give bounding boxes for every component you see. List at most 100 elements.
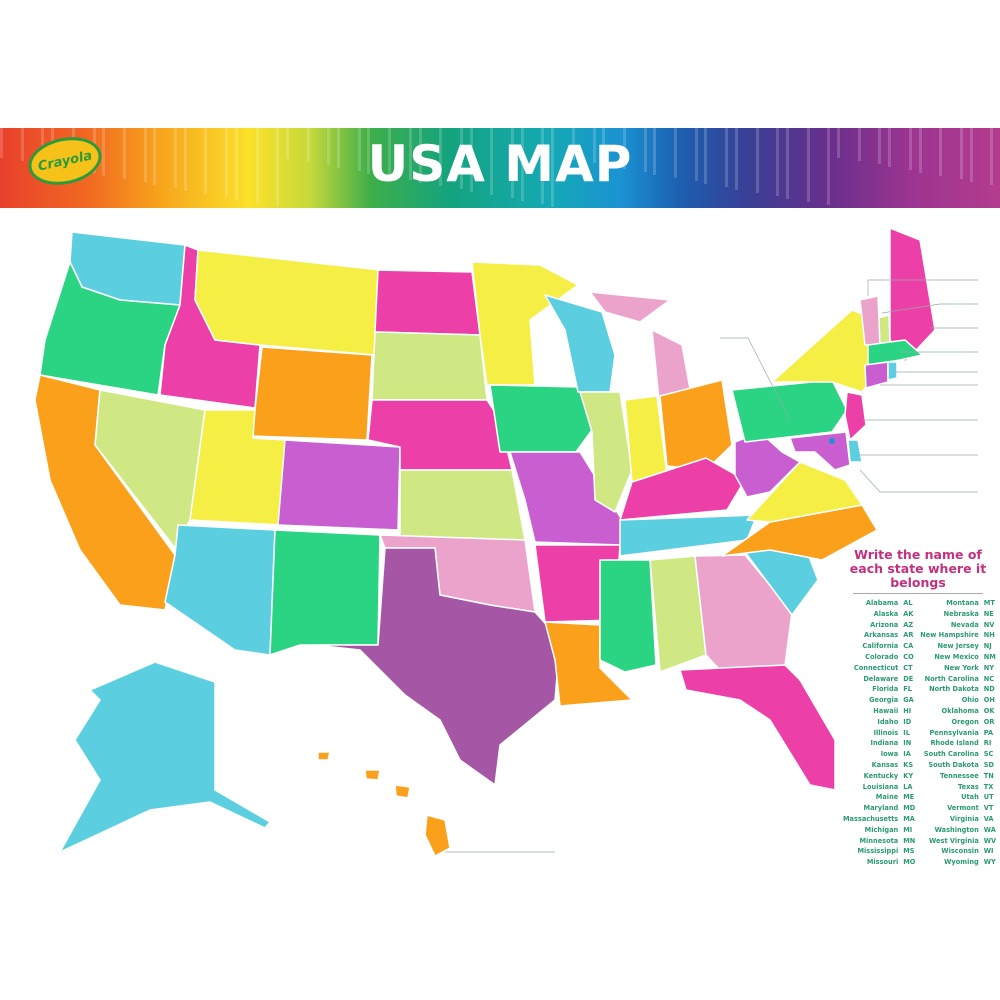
state-abbreviation: FL [903,685,912,694]
legend-row: Alaska AK [843,609,920,620]
paint-drip [367,128,371,174]
state-abbreviation: WA [983,825,996,834]
state-name: North Carolina [924,674,979,683]
state-name: Florida [872,685,899,694]
legend-row: Illinois IL [843,728,920,739]
legend-row: Maryland MD [843,803,920,814]
legend-row: Arkansas AR [843,630,920,641]
paint-drip [225,128,229,197]
state-de [847,439,863,463]
state-pa [731,379,848,443]
state-ri [887,361,898,381]
state-hi [394,784,411,799]
state-abbreviation: RI [983,739,992,748]
state-abbreviation: UT [983,793,994,802]
state-name: Rhode Island [930,739,979,748]
legend-row: Idaho ID [843,717,920,728]
paint-drip [918,128,922,173]
state-abbreviation: MT [983,599,995,607]
legend-row: Texas TX [920,782,1000,793]
state-abbreviation: LA [903,782,913,791]
state-name: Minnesota [859,836,899,845]
state-mt [194,249,381,356]
state-ma [867,339,923,366]
paint-drip [990,128,994,185]
legend-row: Hawaii HI [843,706,920,717]
state-name: Utah [961,793,979,802]
state-abbreviation: TN [983,771,994,780]
state-hi [364,769,381,781]
state-abbreviation: IN [903,739,912,748]
state-sd [371,331,488,401]
state-hi [317,751,331,761]
page-title: USA MAP [367,135,633,193]
paint-drip [388,128,392,177]
paint-drip [337,128,340,168]
state-abbreviation: SC [983,750,994,759]
state-abbreviation: ME [903,793,915,802]
paint-drip [755,128,759,193]
paint-drip [520,128,524,201]
paint-drip [776,128,780,196]
legend-row: Massachusetts MA [843,814,920,825]
legend-row: West Virginia WV [920,836,1000,847]
paint-drip [204,128,208,194]
legend-row: Connecticut CT [843,663,920,674]
state-abbreviation: CT [903,663,913,672]
state-nj [844,391,867,441]
state-ak [59,661,271,853]
legend-column-right: Montana MT Nebraska NE Nevada NV New Hampshire… [920,598,1000,868]
state-name: Indiana [870,739,899,748]
paint-drip [459,128,463,189]
state-abbreviation: MA [903,814,915,823]
paint-drip [490,128,494,195]
state-name: South Dakota [928,760,979,769]
state-mn [471,261,579,386]
paint-drip [408,128,412,180]
state-name: Illinois [873,728,899,737]
state-abbreviation: GA [903,696,914,705]
legend-row: Kansas KS [843,760,920,771]
paint-drip [306,128,310,162]
legend-row: Florida FL [843,684,920,695]
paint-drip [622,128,626,169]
legend-column-left: Alabama AL Alaska AK Arizona AZ Arkansas AR Cali… [843,598,920,868]
paint-drip [888,128,892,167]
state-abbreviation: PA [983,728,994,737]
legend-row: California CA [843,641,920,652]
legend-row: North Carolina NC [920,674,1000,685]
state-abbreviation: MN [903,836,916,845]
state-name: Montana [946,599,979,607]
state-abbreviation: ID [903,717,912,726]
state-abbreviation: NH [983,631,995,640]
state-abbreviation: MS [903,847,915,856]
state-md [789,431,851,471]
paint-drip [602,128,606,166]
label-leader-lines [445,279,978,853]
state-name: Nebraska [943,609,979,618]
paint-drip [418,128,422,183]
state-name: Iowa [880,750,899,759]
state-name: North Dakota [929,685,979,694]
state-abbreviation: DE [903,674,914,683]
paint-drip [908,128,912,170]
state-hi [424,814,451,857]
state-abbreviation: NY [983,663,995,672]
state-abbreviation: KY [903,771,914,780]
legend-row: Kentucky KY [843,771,920,782]
paint-drip [511,128,514,198]
legend-row: Iowa IA [843,749,920,760]
state-abbreviation: OH [983,696,995,705]
paint-drip [694,128,698,181]
state-name: Delaware [863,674,899,683]
state-name: Hawaii [873,706,899,715]
paint-drip [285,128,289,159]
state-name: Alaska [873,609,899,618]
legend-row: New York NY [920,663,1000,674]
state-legend: Write the name of each state where it be… [843,548,996,868]
state-name: New York [944,663,979,672]
state-abbreviation: AL [903,599,913,607]
state-name: Arizona [870,620,899,629]
paint-drip [939,128,943,176]
